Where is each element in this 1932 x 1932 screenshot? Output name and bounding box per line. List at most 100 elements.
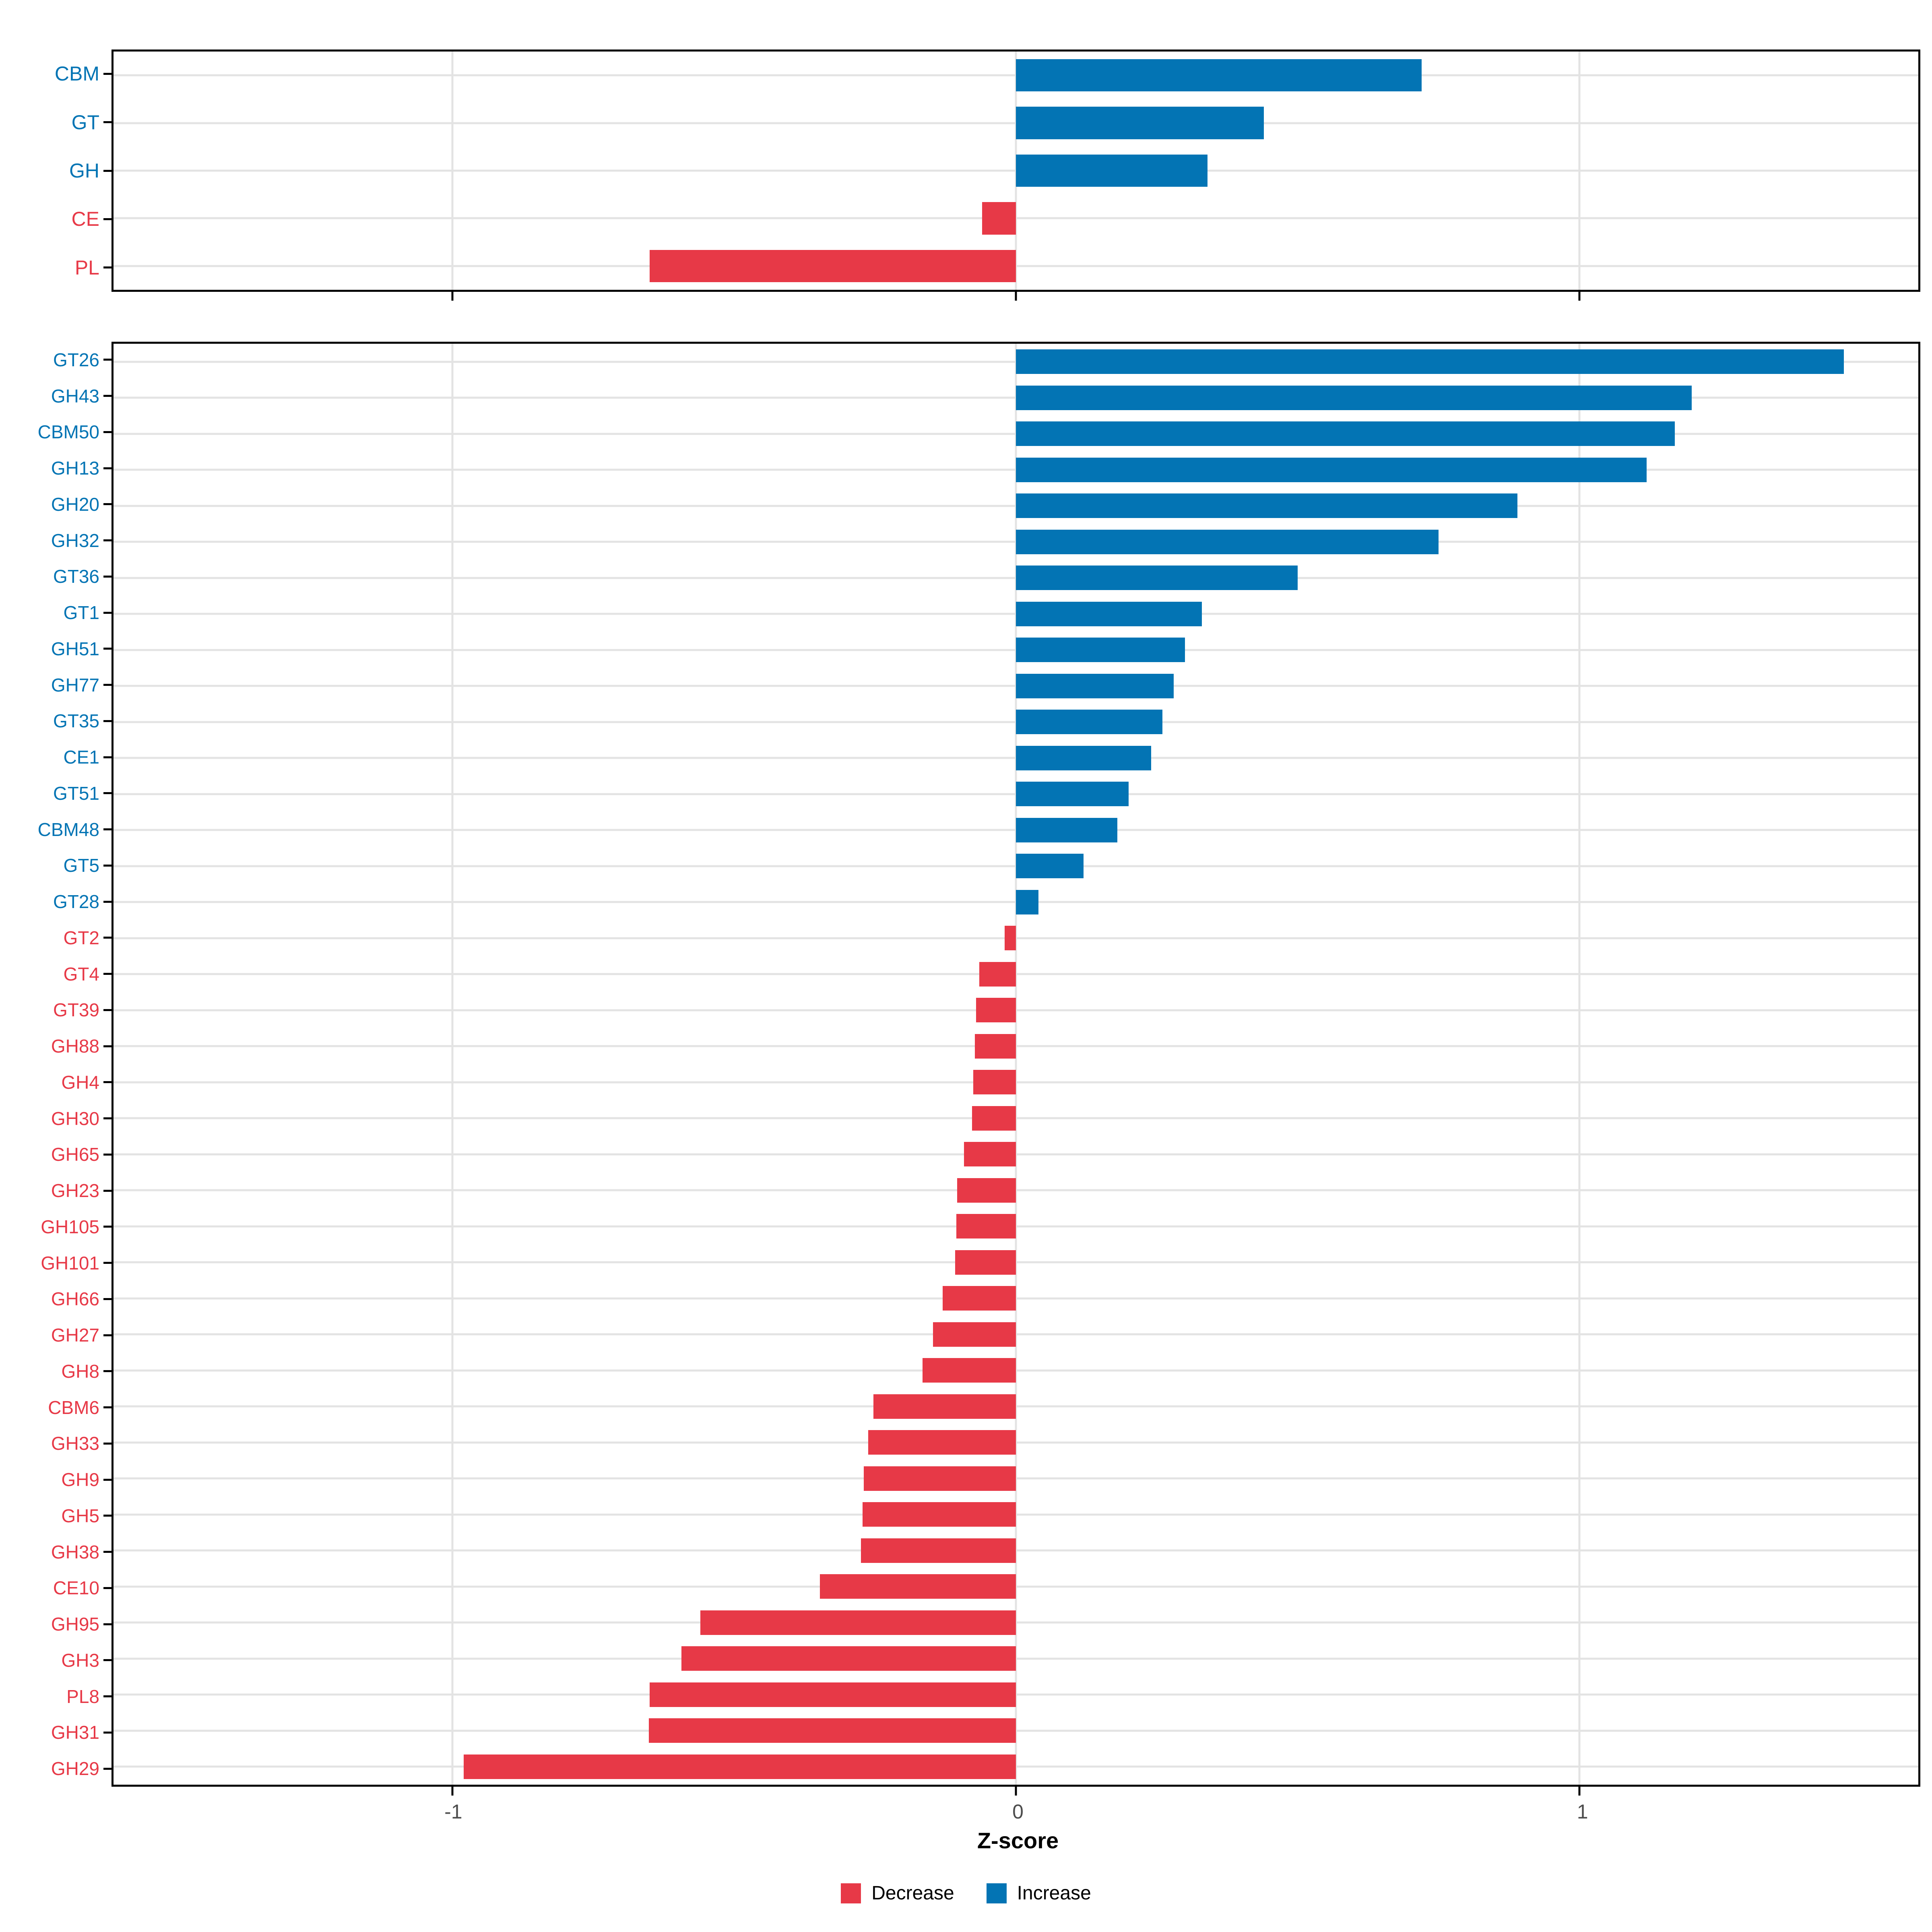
bar-GT1 <box>1016 601 1202 626</box>
bar-row-GH9 <box>114 1461 1918 1497</box>
bar-GH95 <box>700 1610 1016 1635</box>
bar-row-GT36 <box>114 560 1918 596</box>
horizontal-gridline <box>114 1369 1918 1372</box>
bar-GH29 <box>464 1754 1016 1779</box>
bar-row-GH51 <box>114 632 1918 668</box>
y-axis-label-GH88: GH88 <box>51 1036 99 1057</box>
y-axis-tick-mark <box>103 1478 111 1481</box>
y-axis-label-PL8: PL8 <box>66 1686 99 1707</box>
x-axis-tick-mark <box>1578 292 1580 301</box>
horizontal-gridline <box>114 1549 1918 1552</box>
y-axis-label-GT4: GT4 <box>63 963 99 985</box>
bar-row-GH5 <box>114 1496 1918 1533</box>
y-axis-label-row: GH66 <box>0 1281 111 1317</box>
y-axis-tick-mark <box>103 575 111 578</box>
y-axis-label-row: GH23 <box>0 1172 111 1209</box>
horizontal-gridline <box>114 1765 1918 1768</box>
y-axis-tick-mark <box>103 1153 111 1156</box>
bar-GH43 <box>1016 385 1692 410</box>
bar-row-GH <box>114 147 1918 194</box>
bar-GH33 <box>868 1430 1016 1455</box>
y-axis-label-GH27: GH27 <box>51 1325 99 1346</box>
x-axis-tick-mark <box>1015 292 1017 301</box>
bar-CBM <box>1016 59 1422 92</box>
y-axis-label-CBM48: CBM48 <box>37 819 99 840</box>
bar-PL <box>650 250 1016 283</box>
y-axis-label-CBM50: CBM50 <box>37 421 99 443</box>
y-axis-tick-mark <box>103 1117 111 1120</box>
bar-GT26 <box>1016 349 1844 374</box>
horizontal-gridline <box>114 1297 1918 1300</box>
bar-GH20 <box>1016 493 1517 518</box>
horizontal-gridline <box>114 1657 1918 1660</box>
bar-GH51 <box>1016 638 1185 663</box>
y-axis-tick-mark <box>103 218 111 220</box>
bar-row-GH4 <box>114 1064 1918 1100</box>
bar-row-CBM6 <box>114 1389 1918 1425</box>
y-axis-label-row: CE <box>0 195 111 243</box>
class-panel-y-axis: CBM GT GH CE PL <box>0 50 111 292</box>
y-axis-label-row: GH65 <box>0 1137 111 1173</box>
y-axis-label-GH33: GH33 <box>51 1433 99 1454</box>
bar-row-GH30 <box>114 1100 1918 1137</box>
horizontal-gridline <box>114 1693 1918 1696</box>
horizontal-gridline <box>114 1730 1918 1732</box>
class-level-panel: CBM GT GH CE PL <box>0 50 1920 301</box>
horizontal-gridline <box>114 1477 1918 1480</box>
y-axis-label-GH105: GH105 <box>41 1216 99 1237</box>
y-axis-label-GH65: GH65 <box>51 1144 99 1165</box>
bar-row-GH95 <box>114 1605 1918 1641</box>
bar-GH88 <box>974 1034 1016 1059</box>
y-axis-label-GT: GT <box>71 111 99 134</box>
y-axis-tick-mark <box>103 359 111 361</box>
y-axis-label-row: GT39 <box>0 992 111 1028</box>
bar-rows <box>114 344 1918 1785</box>
y-axis-label-row: GH77 <box>0 667 111 703</box>
x-axis-tick-mark <box>451 292 454 301</box>
y-axis-tick-mark <box>103 1731 111 1734</box>
y-axis-tick-mark <box>103 720 111 722</box>
horizontal-gridline <box>114 217 1918 219</box>
y-axis-label-row: GH4 <box>0 1064 111 1100</box>
y-axis-tick-mark <box>103 900 111 903</box>
bar-row-GH66 <box>114 1280 1918 1317</box>
bar-row-GT35 <box>114 704 1918 740</box>
horizontal-gridline <box>114 1513 1918 1516</box>
bar-GH27 <box>933 1322 1016 1347</box>
y-axis-label-CE1: CE1 <box>63 747 99 768</box>
bar-CBM50 <box>1016 421 1675 446</box>
bar-row-CBM <box>114 52 1918 99</box>
bar-GT5 <box>1016 854 1084 879</box>
y-axis-label-GT5: GT5 <box>63 855 99 876</box>
y-axis-label-GH95: GH95 <box>51 1614 99 1635</box>
bar-row-CE <box>114 194 1918 242</box>
y-axis-label-row: PL8 <box>0 1678 111 1715</box>
bar-GH <box>1016 154 1208 187</box>
legend-item-increase: Increase <box>986 1882 1091 1904</box>
legend-item-decrease: Decrease <box>841 1882 954 1904</box>
bar-row-GH32 <box>114 524 1918 560</box>
bar-row-GT1 <box>114 596 1918 632</box>
y-axis-label-row: GH31 <box>0 1715 111 1751</box>
y-axis-label-row: GH43 <box>0 378 111 414</box>
family-panel-plot-area <box>111 342 1920 1796</box>
horizontal-gridline <box>114 1585 1918 1588</box>
bar-GT28 <box>1016 890 1038 914</box>
bar-GH23 <box>957 1178 1016 1203</box>
y-axis-tick-mark <box>103 1551 111 1553</box>
y-axis-label-row: GT28 <box>0 883 111 920</box>
bar-row-PL8 <box>114 1677 1918 1713</box>
y-axis-label-row: GH101 <box>0 1245 111 1281</box>
y-axis-label-GH8: GH8 <box>61 1360 99 1382</box>
y-axis-tick-mark <box>103 503 111 506</box>
y-axis-label-row: GT <box>0 98 111 146</box>
x-tick-label-1: 1 <box>1577 1800 1588 1823</box>
y-axis-tick-mark <box>103 1370 111 1373</box>
y-axis-label-GT36: GT36 <box>53 566 99 587</box>
bar-GT2 <box>1005 926 1016 951</box>
y-axis-label-GT35: GT35 <box>53 710 99 732</box>
y-axis-tick-mark <box>103 1406 111 1409</box>
y-axis-tick-mark <box>103 1298 111 1300</box>
family-level-panel: GT26 GH43 CBM50 GH13 GH20 GH32 GT36 GT1 GH51 GH77… <box>0 342 1920 1796</box>
y-axis-label-GT51: GT51 <box>53 782 99 804</box>
